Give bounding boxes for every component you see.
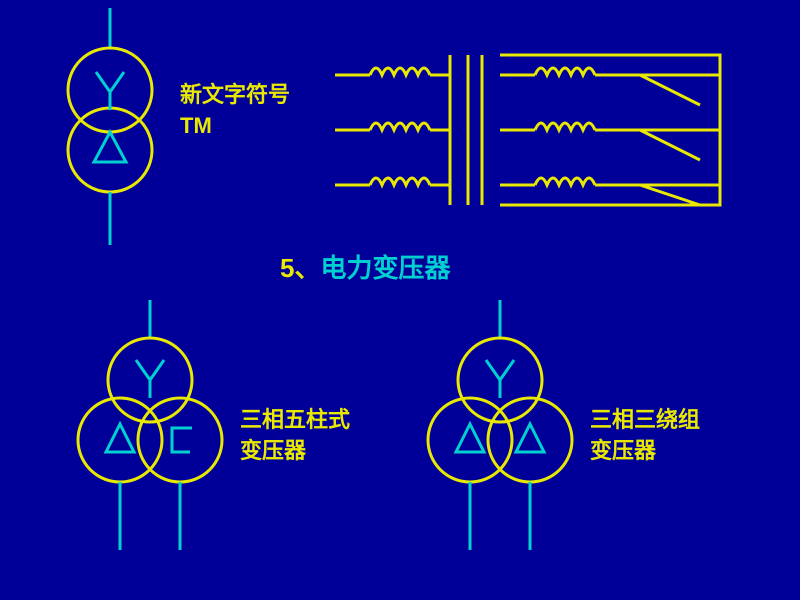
label-line: 变压器	[590, 436, 700, 467]
transformer-symbol-five-limb	[78, 300, 222, 550]
label-top-left: 新文字符号 TM	[180, 80, 290, 142]
label-bottom-left: 三相五柱式 变压器	[240, 405, 350, 467]
title-number: 5、	[280, 253, 320, 283]
section-title: 5、电力变压器	[280, 248, 450, 285]
transformer-symbol-two-winding	[68, 8, 152, 245]
winding-schematic	[335, 55, 720, 205]
label-line: TM	[180, 111, 290, 142]
label-line: 三相五柱式	[240, 405, 350, 436]
label-line: 新文字符号	[180, 80, 290, 111]
label-bottom-right: 三相三绕组 变压器	[590, 405, 700, 467]
label-line: 变压器	[240, 436, 350, 467]
transformer-symbol-three-winding	[428, 300, 572, 550]
title-text: 电力变压器	[320, 253, 450, 283]
label-line: 三相三绕组	[590, 405, 700, 436]
